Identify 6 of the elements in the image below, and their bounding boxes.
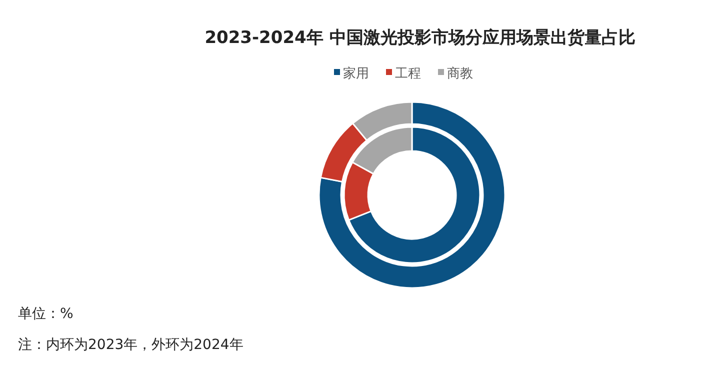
chart-title: 2023-2024年 中国激光投影市场分应用场景出货量占比 (204, 28, 636, 48)
legend-label: 商教 (447, 66, 473, 82)
legend-label: 工程 (395, 66, 421, 82)
text: 单位：% (18, 306, 74, 322)
legend-label: 家用 (343, 66, 369, 82)
text: 注：内环为2023年，外环为2024年 (18, 337, 244, 353)
